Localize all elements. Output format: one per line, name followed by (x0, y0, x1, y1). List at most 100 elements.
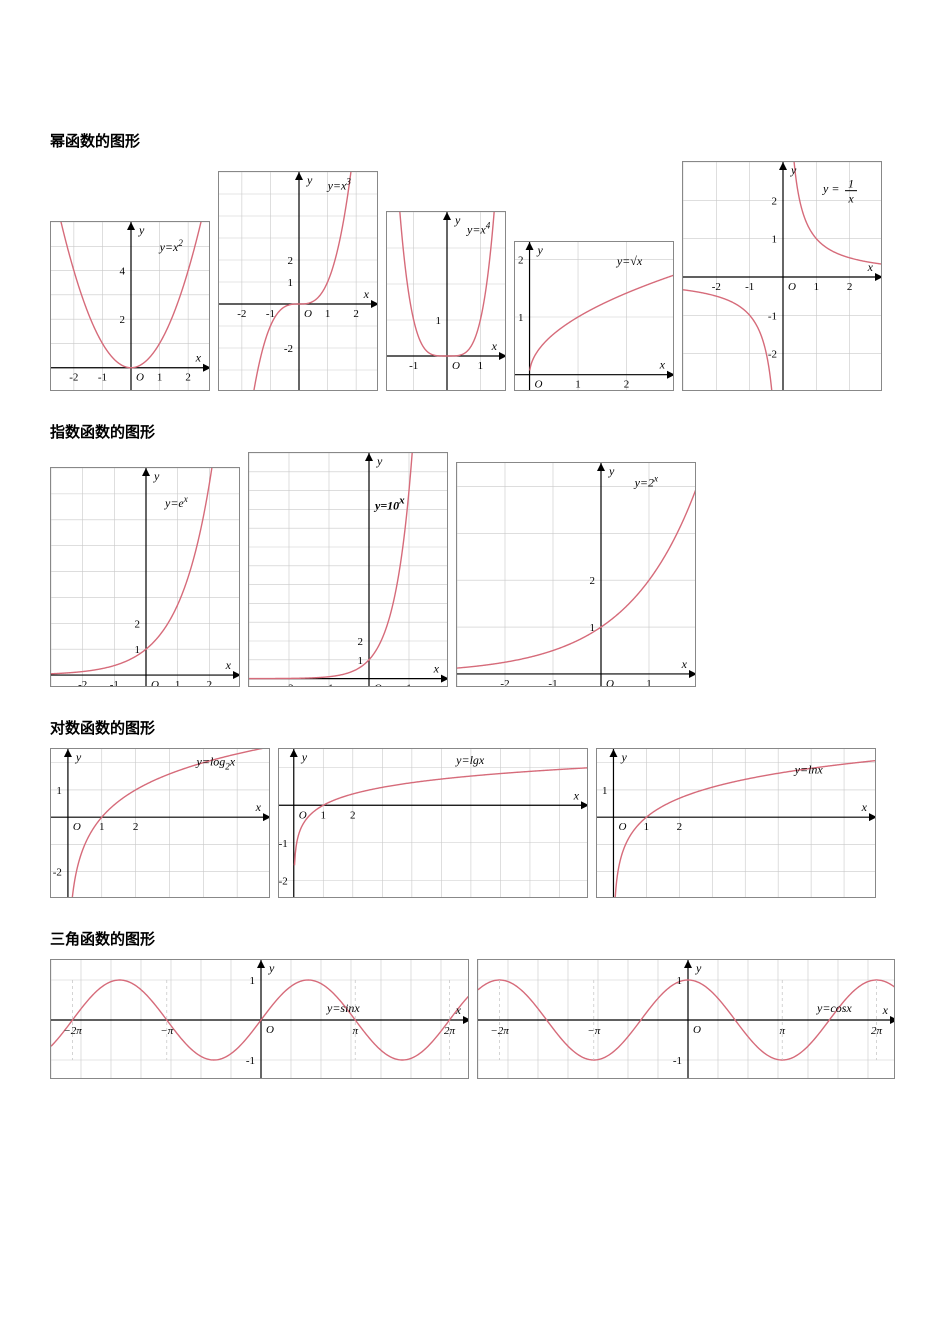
svg-text:y=sinx: y=sinx (326, 1001, 360, 1015)
chart-log2: 12-21Oxyy=log2x (50, 748, 270, 898)
svg-text:2: 2 (135, 618, 141, 630)
svg-text:-1: -1 (110, 679, 119, 687)
chart-lg: 12-2-1Oxyy=lgx (278, 748, 588, 898)
svg-text:y: y (138, 223, 145, 237)
svg-text:y=lgx: y=lgx (455, 753, 485, 767)
svg-text:y=√x: y=√x (616, 254, 643, 268)
svg-text:-2: -2 (279, 875, 288, 887)
svg-text:O: O (693, 1024, 701, 1036)
svg-text:y=cosx: y=cosx (816, 1001, 852, 1015)
svg-text:1: 1 (644, 821, 650, 833)
section-title-log: 对数函数的图形 (50, 717, 895, 738)
svg-text:1: 1 (646, 678, 652, 687)
row-power: -2-11224Oxyy=x2 -2-112-212Oxyy=x3 -111Ox… (50, 161, 895, 391)
svg-text:y: y (268, 961, 275, 975)
svg-text:1: 1 (157, 372, 163, 384)
svg-text:-1: -1 (246, 1055, 255, 1067)
svg-text:x: x (847, 192, 854, 206)
svg-text:y=log2x: y=log2x (196, 754, 236, 771)
svg-text:1: 1 (358, 655, 364, 667)
svg-text:2: 2 (677, 821, 683, 833)
section-title-power: 幂函数的图形 (50, 130, 895, 151)
svg-text:O: O (136, 372, 144, 384)
svg-text:2: 2 (847, 281, 853, 293)
svg-text:-2: -2 (768, 349, 777, 361)
svg-text:O: O (606, 678, 614, 687)
svg-text:1: 1 (814, 281, 820, 293)
svg-text:-2: -2 (284, 683, 293, 687)
svg-text:x: x (659, 358, 666, 372)
svg-text:2: 2 (133, 821, 139, 833)
svg-text:O: O (452, 360, 460, 372)
svg-text:y: y (153, 469, 160, 483)
chart-ex: -2-11212Oxyy=ex (50, 467, 240, 687)
svg-text:1: 1 (848, 177, 854, 191)
svg-text:x: x (363, 287, 370, 301)
svg-text:-1: -1 (279, 838, 288, 850)
svg-text:1: 1 (56, 785, 62, 797)
svg-text:-2: -2 (500, 678, 509, 687)
svg-text:O: O (535, 379, 543, 391)
chart-tenx: -2-1112Oxyy=10x (248, 452, 448, 687)
row-exp: -2-11212Oxyy=ex -2-1112Oxyy=10x -2-1112O… (50, 452, 895, 687)
svg-text:y: y (620, 750, 627, 764)
svg-text:1: 1 (772, 234, 778, 246)
svg-text:2: 2 (353, 308, 359, 320)
svg-text:-2: -2 (712, 281, 721, 293)
svg-text:y =: y = (822, 182, 839, 196)
svg-text:y=x4: y=x4 (466, 221, 491, 237)
svg-text:1: 1 (478, 360, 484, 372)
chart-cos: -11−2π−ππ2πOxyy=cosx (477, 959, 896, 1079)
svg-text:2: 2 (518, 254, 524, 266)
chart-recip: -2-112-2-112Oxyy =1x (682, 161, 882, 391)
row-log: 12-21Oxyy=log2x 12-2-1Oxyy=lgx 121Oxyy=l… (50, 748, 895, 898)
svg-text:1: 1 (135, 644, 141, 656)
svg-text:x: x (491, 339, 498, 353)
svg-text:O: O (299, 809, 307, 821)
chart-x4: -111Oxyy=x4 (386, 211, 506, 391)
svg-text:y: y (376, 454, 383, 468)
svg-text:1: 1 (602, 785, 608, 797)
svg-text:2: 2 (350, 809, 356, 821)
svg-text:-1: -1 (768, 310, 777, 322)
svg-text:x: x (433, 662, 440, 676)
svg-text:x: x (195, 351, 202, 365)
svg-text:1: 1 (575, 379, 581, 391)
row-trig: -11−2π−ππ2πOxyy=sinx -11−2π−ππ2πOxyy=cos… (50, 959, 895, 1079)
svg-text:2: 2 (185, 372, 191, 384)
chart-x3: -2-112-212Oxyy=x3 (218, 171, 378, 391)
svg-text:2: 2 (590, 575, 596, 587)
svg-text:O: O (304, 308, 312, 320)
svg-text:y: y (695, 961, 702, 975)
svg-text:2: 2 (207, 679, 213, 687)
svg-text:-2: -2 (53, 867, 62, 879)
svg-text:2: 2 (288, 255, 294, 267)
svg-text:4: 4 (120, 266, 126, 278)
svg-text:y: y (75, 750, 82, 764)
svg-text:-1: -1 (409, 360, 418, 372)
svg-text:y: y (306, 173, 313, 187)
svg-text:y: y (301, 750, 308, 764)
svg-text:O: O (266, 1024, 274, 1036)
svg-text:-1: -1 (745, 281, 754, 293)
svg-text:-2: -2 (78, 679, 87, 687)
svg-text:1: 1 (321, 809, 327, 821)
svg-text:-1: -1 (98, 372, 107, 384)
svg-text:x: x (255, 800, 262, 814)
svg-text:x: x (881, 1003, 888, 1017)
svg-text:y=10x: y=10x (373, 494, 405, 512)
svg-text:-1: -1 (324, 683, 333, 687)
svg-text:x: x (455, 1003, 462, 1017)
svg-text:1: 1 (590, 622, 596, 634)
svg-text:-1: -1 (672, 1055, 681, 1067)
svg-text:x: x (681, 657, 688, 671)
chart-x2: -2-11224Oxyy=x2 (50, 221, 210, 391)
svg-text:-2: -2 (69, 372, 78, 384)
chart-sin: -11−2π−ππ2πOxyy=sinx (50, 959, 469, 1079)
svg-text:1: 1 (518, 312, 524, 324)
svg-text:2: 2 (772, 195, 778, 207)
svg-text:O: O (788, 281, 796, 293)
svg-text:1: 1 (288, 277, 294, 289)
svg-text:O: O (374, 683, 382, 687)
svg-text:1: 1 (175, 679, 181, 687)
